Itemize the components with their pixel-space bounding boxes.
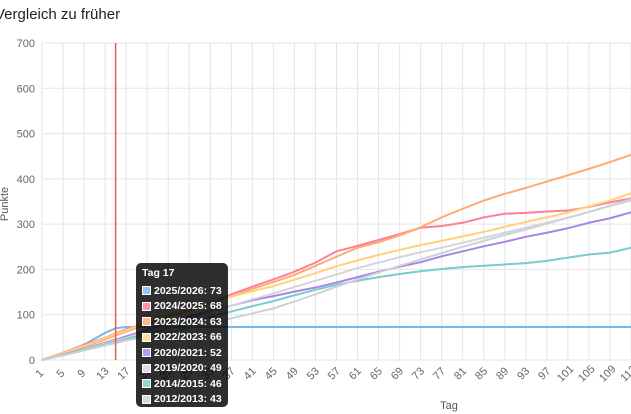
x-tick-label: 105 (576, 363, 597, 384)
chart-tooltip: Tag 17 2025/2026: 73 2024/2025: 68 2023/20… (136, 263, 228, 407)
x-tick-label: 65 (368, 365, 385, 382)
x-tick-label: 97 (536, 365, 553, 382)
tooltip-row: 2024/2025: 68 (142, 299, 222, 315)
tooltip-label: 2014/2015: 46 (154, 377, 222, 390)
tooltip-row: 2023/2024: 63 (142, 314, 222, 330)
tooltip-row: 2025/2026: 73 (142, 283, 222, 299)
x-tick-label: 17 (115, 365, 132, 382)
y-tick-label: 100 (17, 310, 35, 322)
x-tick-label: 77 (431, 365, 448, 382)
x-tick-label: 5 (55, 367, 68, 380)
tooltip-swatch (142, 379, 151, 389)
tooltip-title: Tag 17 (142, 267, 175, 279)
tooltip-label: 2022/2023: 66 (154, 331, 222, 344)
y-tick-label: 200 (17, 264, 35, 276)
tooltip-row: 2012/2013: 43 (142, 392, 222, 408)
tooltip-swatch (142, 286, 151, 296)
tooltip-swatch (142, 317, 151, 327)
tooltip-row: 2019/2020: 49 (142, 361, 222, 377)
x-tick-label: 61 (347, 365, 364, 382)
x-tick-label: 85 (473, 365, 490, 382)
x-tick-label: 69 (389, 365, 406, 382)
tooltip-swatch (142, 348, 151, 358)
tooltip-row: 2022/2023: 66 (142, 330, 222, 346)
y-tick-label: 600 (17, 83, 35, 95)
x-tick-label: 73 (410, 365, 427, 382)
x-tick-label: 93 (515, 365, 532, 382)
x-tick-label: 9 (76, 367, 89, 380)
tooltip-label: 2012/2013: 43 (154, 393, 222, 406)
x-tick-label: 13 (94, 365, 111, 382)
y-axis-title: Punkte (0, 187, 11, 221)
y-tick-label: 300 (17, 219, 35, 231)
x-tick-label: 81 (452, 365, 469, 382)
tooltip-rows: 2025/2026: 73 2024/2025: 68 2023/2024: 63 2… (142, 283, 222, 407)
tooltip-swatch (142, 301, 151, 311)
tooltip-swatch (142, 363, 151, 373)
x-axis-title: Tag (440, 400, 458, 412)
x-tick-label: 41 (242, 365, 259, 382)
x-tick-label: 45 (263, 365, 280, 382)
tooltip-label: 2023/2024: 63 (154, 315, 222, 328)
y-tick-label: 500 (17, 129, 35, 141)
tooltip-swatch (142, 394, 151, 404)
tooltip-label: 2025/2026: 73 (154, 284, 222, 297)
tooltip-swatch (142, 332, 151, 342)
x-tick-label: 101 (555, 363, 576, 384)
tooltip-row: 2014/2015: 46 (142, 376, 222, 392)
tooltip-row: 2020/2021: 52 (142, 345, 222, 361)
page-title: Vergleich zu früher (0, 6, 121, 23)
tooltip-label: 2024/2025: 68 (154, 300, 222, 313)
x-tick-label: 89 (494, 365, 511, 382)
y-tick-label: 700 (17, 38, 35, 50)
x-tick-label: 109 (597, 363, 618, 384)
tooltip-label: 2020/2021: 52 (154, 346, 222, 359)
x-tick-label: 1 (33, 367, 46, 380)
x-tick-label: 49 (284, 365, 301, 382)
y-tick-label: 0 (29, 355, 35, 367)
y-tick-label: 400 (17, 174, 35, 186)
tooltip-label: 2019/2020: 49 (154, 362, 222, 375)
x-tick-label: 113 (618, 363, 631, 384)
x-tick-label: 57 (326, 365, 343, 382)
x-tick-label: 53 (305, 365, 322, 382)
